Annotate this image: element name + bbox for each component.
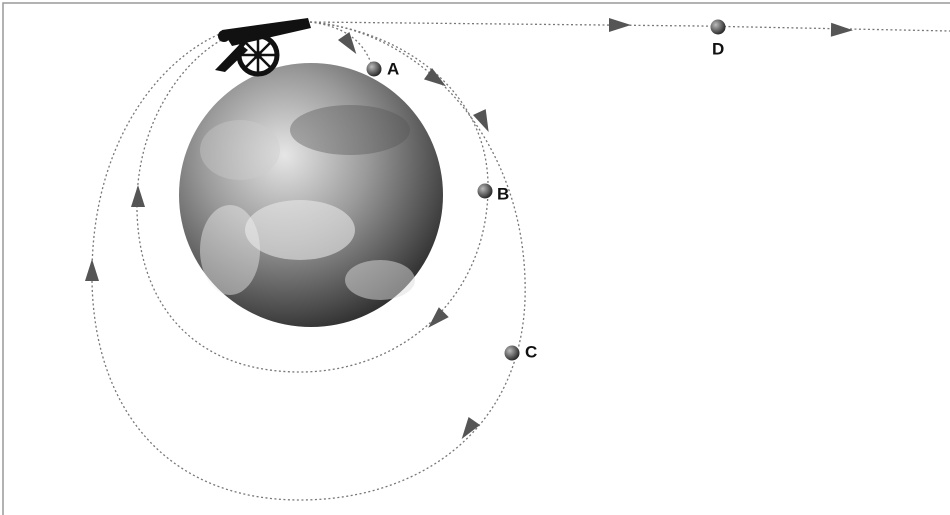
point-label: A xyxy=(387,59,399,78)
earth xyxy=(179,63,443,327)
point-label: B xyxy=(497,184,509,203)
arrows xyxy=(85,18,853,440)
point-label: C xyxy=(525,342,537,361)
trajectories xyxy=(91,21,950,501)
cannonballs xyxy=(366,19,726,361)
point-label: D xyxy=(712,39,724,58)
cannon xyxy=(215,18,311,77)
